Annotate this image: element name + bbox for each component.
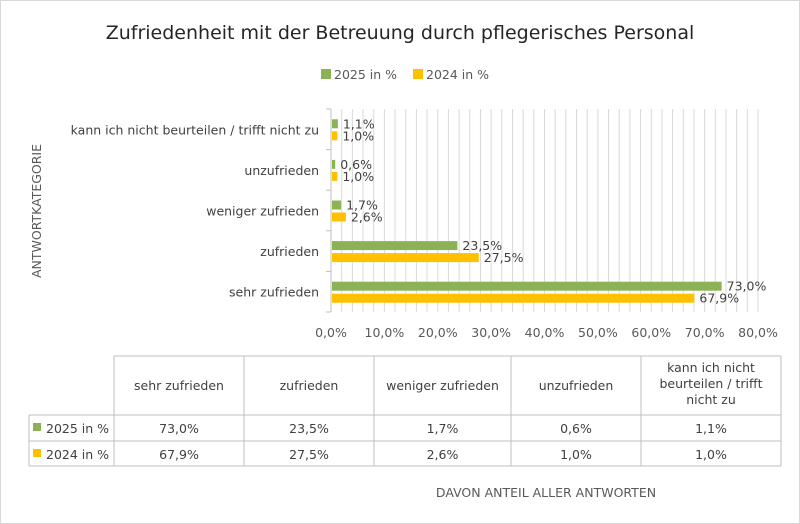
table-header: beurteilen / trifft <box>659 376 762 391</box>
category-label: weniger zufrieden <box>206 204 319 219</box>
table-header: kann ich nicht <box>667 360 755 375</box>
table-cell: 2,6% <box>427 447 459 462</box>
x-tick-label: 60,0% <box>631 325 671 340</box>
bar-2024 <box>332 212 346 222</box>
bar-2024 <box>332 293 695 303</box>
data-label: 1,0% <box>342 169 374 184</box>
data-label: 2,6% <box>351 210 383 225</box>
category-label: zufrieden <box>260 244 319 259</box>
y-axis-title: ANTWORTKATEGORIE <box>29 144 44 278</box>
x-tick-label: 80,0% <box>738 325 778 340</box>
table-legend-swatch <box>33 423 41 431</box>
table-header: sehr zufrieden <box>134 378 224 393</box>
x-tick-label: 70,0% <box>685 325 725 340</box>
table-cell: 1,1% <box>695 421 727 436</box>
data-label: 1,0% <box>342 128 374 143</box>
bar-2025 <box>332 200 342 210</box>
x-tick-label: 20,0% <box>418 325 458 340</box>
legend-label-1: 2024 in % <box>426 67 489 82</box>
data-label: 1,7% <box>346 198 378 213</box>
x-axis-title: DAVON ANTEIL ALLER ANTWORTEN <box>436 485 656 500</box>
bar-2025 <box>332 159 336 169</box>
table-cell: 0,6% <box>560 421 592 436</box>
x-tick-label: 30,0% <box>471 325 511 340</box>
bar-2025 <box>332 119 338 129</box>
chart-title: Zufriedenheit mit der Betreuung durch pf… <box>106 22 695 44</box>
table-legend-swatch <box>33 449 41 457</box>
legend-swatch-0 <box>321 69 331 79</box>
table-cell: 27,5% <box>289 447 329 462</box>
bar-2024 <box>332 253 479 263</box>
bar-2025 <box>332 281 722 291</box>
data-label: 73,0% <box>727 279 767 294</box>
table-header: zufrieden <box>280 378 339 393</box>
table-cell: 1,0% <box>560 447 592 462</box>
data-label: 1,1% <box>343 116 375 131</box>
table-header: unzufrieden <box>539 378 614 393</box>
table-cell: 73,0% <box>159 421 199 436</box>
x-tick-label: 50,0% <box>578 325 618 340</box>
x-tick-label: 40,0% <box>525 325 565 340</box>
data-label: 27,5% <box>484 250 524 265</box>
data-label: 23,5% <box>462 238 502 253</box>
category-label: unzufrieden <box>244 163 319 178</box>
legend-swatch-1 <box>413 69 423 79</box>
table-header: weniger zufrieden <box>386 378 499 393</box>
table-header: nicht zu <box>686 392 736 407</box>
x-tick-label: 10,0% <box>365 325 405 340</box>
category-label: kann ich nicht beurteilen / trifft nicht… <box>71 122 319 137</box>
table-cell: 1,0% <box>695 447 727 462</box>
table-cell: 23,5% <box>289 421 329 436</box>
data-label: 0,6% <box>340 157 372 172</box>
bar-2024 <box>332 171 338 181</box>
bar-2024 <box>332 131 338 141</box>
x-tick-label: 0,0% <box>315 325 347 340</box>
bar-2025 <box>332 241 458 251</box>
table-series-label: 2024 in % <box>46 447 109 462</box>
category-label: sehr zufrieden <box>229 285 319 300</box>
data-label: 67,9% <box>699 291 739 306</box>
table-cell: 1,7% <box>427 421 459 436</box>
table-cell: 67,9% <box>159 447 199 462</box>
table-series-label: 2025 in % <box>46 421 109 436</box>
legend-label-0: 2025 in % <box>334 67 397 82</box>
